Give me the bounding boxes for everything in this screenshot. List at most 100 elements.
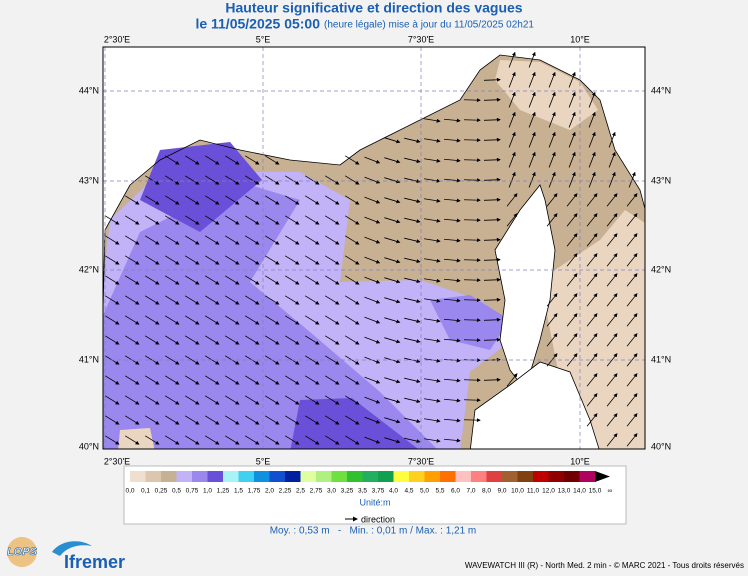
direction-arrow	[184, 295, 200, 305]
direction-arrow	[164, 275, 180, 285]
direction-arrow	[626, 233, 638, 247]
direction-arrow	[324, 175, 340, 185]
direction-arrow	[588, 131, 596, 148]
direction-arrow	[568, 111, 576, 128]
direction-arrow	[424, 318, 441, 323]
direction-arrow	[508, 111, 516, 128]
lon-label: 7°30'E	[408, 34, 434, 44]
direction-arrow	[244, 275, 260, 285]
direction-arrow	[304, 255, 320, 265]
direction-arrow	[364, 416, 381, 424]
lat-label: 40°N	[651, 441, 671, 451]
direction-arrow	[528, 131, 536, 148]
direction-arrow	[443, 298, 461, 303]
direction-arrow	[588, 111, 596, 128]
colorbar-label: 1,0	[203, 488, 212, 495]
direction-arrow	[264, 175, 280, 185]
direction-arrow	[404, 297, 421, 304]
direction-arrow	[344, 255, 360, 265]
corsica	[494, 184, 556, 391]
direction-arrow	[184, 155, 200, 165]
title: Hauteur significative et direction des v…	[225, 0, 522, 16]
direction-arrow	[224, 155, 240, 165]
direction-arrow	[204, 155, 220, 165]
direction-arrow	[224, 295, 240, 305]
color-swatch	[486, 471, 502, 482]
direction-arrow	[424, 258, 441, 263]
direction-arrow	[144, 435, 160, 445]
direction-arrow	[324, 235, 340, 245]
direction-arrow	[586, 413, 598, 427]
color-swatch	[548, 471, 564, 482]
direction-arrow	[364, 176, 381, 184]
direction-arrow	[124, 195, 140, 205]
color-swatch	[564, 471, 580, 482]
direction-arrow	[528, 111, 536, 128]
direction-arrow	[304, 315, 320, 325]
direction-arrow	[324, 295, 340, 305]
direction-arrow	[566, 213, 578, 227]
direction-arrow	[304, 195, 320, 205]
direction-arrow	[364, 436, 381, 444]
direction-arrow	[404, 417, 421, 424]
direction-arrow	[244, 295, 260, 305]
direction-arrow	[626, 413, 638, 427]
direction-arrow	[164, 335, 180, 345]
direction-arrow	[284, 175, 300, 185]
direction-arrow	[124, 335, 140, 345]
direction-arrow	[324, 355, 340, 365]
direction-arrow	[124, 235, 140, 245]
lat-label: 42°N	[651, 264, 671, 274]
direction-arrow	[483, 217, 501, 222]
direction-arrow	[364, 296, 381, 304]
direction-arrow	[204, 175, 220, 185]
direction-arrow	[244, 215, 260, 225]
direction-arrow	[548, 111, 556, 128]
direction-arrow	[483, 197, 501, 202]
direction-arrow	[424, 218, 441, 223]
direction-arrow	[324, 215, 340, 225]
lops-logo: LOPS	[7, 546, 38, 558]
direction-arrow	[506, 193, 518, 207]
direction-arrow	[284, 215, 300, 225]
direction-arrow	[344, 415, 360, 425]
direction-arrow	[104, 435, 120, 445]
direction-arrow	[443, 438, 461, 443]
direction-arrow	[443, 278, 461, 283]
colorbar-label: 2,25	[279, 488, 292, 495]
colorbar-label: 0,5	[172, 488, 181, 495]
direction-arrow	[184, 395, 200, 405]
wave-mid	[430, 295, 510, 350]
ifremer-logo-mark	[52, 541, 92, 556]
direction-arrow	[304, 395, 320, 405]
direction-arrow	[284, 315, 300, 325]
direction-arrow	[443, 218, 461, 223]
direction-arrow	[164, 235, 180, 245]
direction-arrow	[443, 358, 461, 363]
direction-arrow	[626, 333, 638, 347]
direction-arrow	[224, 435, 240, 445]
direction-arrow	[244, 415, 260, 425]
direction-arrow	[264, 295, 280, 305]
colorbar-label: 5,0	[420, 488, 429, 495]
direction-arrow	[344, 375, 360, 385]
lops-logo-mark	[7, 537, 37, 567]
direction-arrow	[284, 255, 300, 265]
direction-arrow	[184, 415, 200, 425]
direction-arrow	[424, 418, 441, 423]
direction-arrow	[443, 338, 461, 343]
direction-arrow	[124, 275, 140, 285]
direction-arrow	[566, 333, 578, 347]
lat-label: 43°N	[651, 175, 671, 185]
direction-arrow	[608, 151, 616, 168]
direction-arrow	[384, 437, 401, 444]
direction-arrow	[164, 155, 180, 165]
direction-arrow	[264, 335, 280, 345]
direction-arrow	[184, 235, 200, 245]
direction-arrow	[244, 435, 260, 445]
direction-arrow	[606, 393, 618, 407]
direction-arrow	[566, 253, 578, 267]
direction-arrow	[324, 315, 340, 325]
colorbar-label: 2,75	[310, 488, 323, 495]
direction-arrow	[424, 338, 441, 343]
